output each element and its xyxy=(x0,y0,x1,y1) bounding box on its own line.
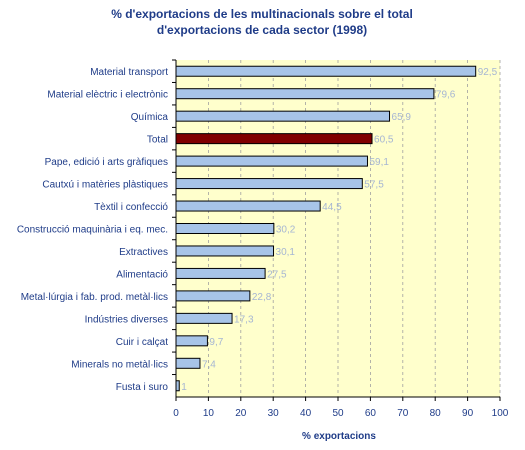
x-tick-label: 10 xyxy=(203,408,215,419)
category-label: Tèxtil i confecció xyxy=(94,202,168,213)
category-labels: Material transport Material elèctric i el… xyxy=(17,67,169,393)
x-tick-label: 0 xyxy=(173,408,179,419)
value-label: 22,8 xyxy=(252,292,272,303)
x-tick-label: 80 xyxy=(430,408,442,419)
tick-labels: 0 10 20 30 40 50 60 70 80 90 100 xyxy=(173,408,509,419)
value-label: 27,5 xyxy=(267,269,287,280)
bar xyxy=(175,155,368,167)
bars xyxy=(175,65,477,392)
value-label: 9,7 xyxy=(209,337,223,348)
category-label: Metal·lúrgia i fab. prod. metàl·lics xyxy=(21,292,168,303)
value-label: 59,1 xyxy=(369,157,389,168)
bar xyxy=(175,312,233,324)
bar xyxy=(175,245,275,257)
value-label: 30,1 xyxy=(276,247,296,258)
x-tick-label: 40 xyxy=(300,408,312,419)
category-label: Construcció maquinària i eq. mec. xyxy=(17,225,168,236)
category-label: Alimentació xyxy=(116,269,168,280)
bar xyxy=(175,110,391,122)
category-label: Química xyxy=(131,112,169,123)
category-label: Cuir i calçat xyxy=(116,337,168,348)
bar xyxy=(175,223,275,234)
x-tick-label: 20 xyxy=(235,408,247,419)
value-label: 30,2 xyxy=(276,225,296,236)
category-label: Total xyxy=(147,135,168,146)
value-label: 7,4 xyxy=(202,359,216,370)
x-tick-label: 50 xyxy=(332,408,344,419)
x-tick-label: 100 xyxy=(492,408,509,419)
category-label: Cautxú i matèries plàstiques xyxy=(42,180,168,191)
bar xyxy=(175,290,251,302)
x-tick-label: 90 xyxy=(462,408,474,419)
bar xyxy=(175,200,321,212)
category-label: Extractives xyxy=(119,247,168,258)
bar xyxy=(175,65,477,77)
value-label: 92,5 xyxy=(478,67,498,78)
category-label: Material transport xyxy=(90,67,168,78)
category-label: Minerals no metàl·lics xyxy=(71,359,168,370)
value-label: 65,9 xyxy=(392,112,412,123)
value-label: 57,5 xyxy=(364,180,384,191)
bar xyxy=(175,88,435,100)
category-label: Fusta i suro xyxy=(116,382,169,393)
axes xyxy=(172,59,501,401)
category-label: Pape, edició i arts gràfiques xyxy=(45,157,168,168)
value-label: 1 xyxy=(181,382,187,393)
bar xyxy=(175,133,373,145)
x-tick-label: 70 xyxy=(397,408,409,419)
bar xyxy=(175,335,208,347)
value-labels: 92,5 79,6 65,9 60,5 59,1 57,5 44,5 30,2 30,1 27,5… xyxy=(181,67,497,393)
value-label: 60,5 xyxy=(374,135,394,146)
x-tick-label: 60 xyxy=(365,408,377,419)
category-label: Material elèctric i electrònic xyxy=(47,90,168,101)
category-label: Indústries diverses xyxy=(85,314,168,325)
x-axis-label: % exportacions xyxy=(302,431,376,442)
bar xyxy=(175,267,266,279)
value-label: 17,3 xyxy=(234,314,254,325)
x-tick-label: 30 xyxy=(268,408,280,419)
bar xyxy=(175,357,201,369)
bar xyxy=(175,178,363,190)
value-label: 79,6 xyxy=(436,90,456,101)
chart-title-line-2: d'exportacions de cada sector (1998) xyxy=(157,23,367,37)
chart-title-line-1: % d'exportacions de les multinacionals s… xyxy=(111,7,413,21)
value-label: 44,5 xyxy=(322,202,342,213)
